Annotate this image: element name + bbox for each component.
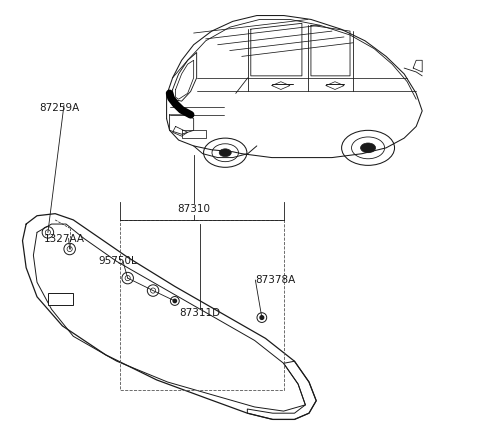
Circle shape <box>260 316 264 320</box>
Bar <box>48 293 73 305</box>
Text: 87378A: 87378A <box>255 275 296 285</box>
Text: 95750L: 95750L <box>99 256 137 267</box>
Ellipse shape <box>360 143 375 153</box>
Circle shape <box>173 299 177 303</box>
Text: 87311D: 87311D <box>180 308 221 319</box>
Text: 87259A: 87259A <box>40 102 80 113</box>
Text: 1327AA: 1327AA <box>44 234 85 243</box>
Ellipse shape <box>219 149 231 157</box>
Text: 87310: 87310 <box>177 204 210 214</box>
